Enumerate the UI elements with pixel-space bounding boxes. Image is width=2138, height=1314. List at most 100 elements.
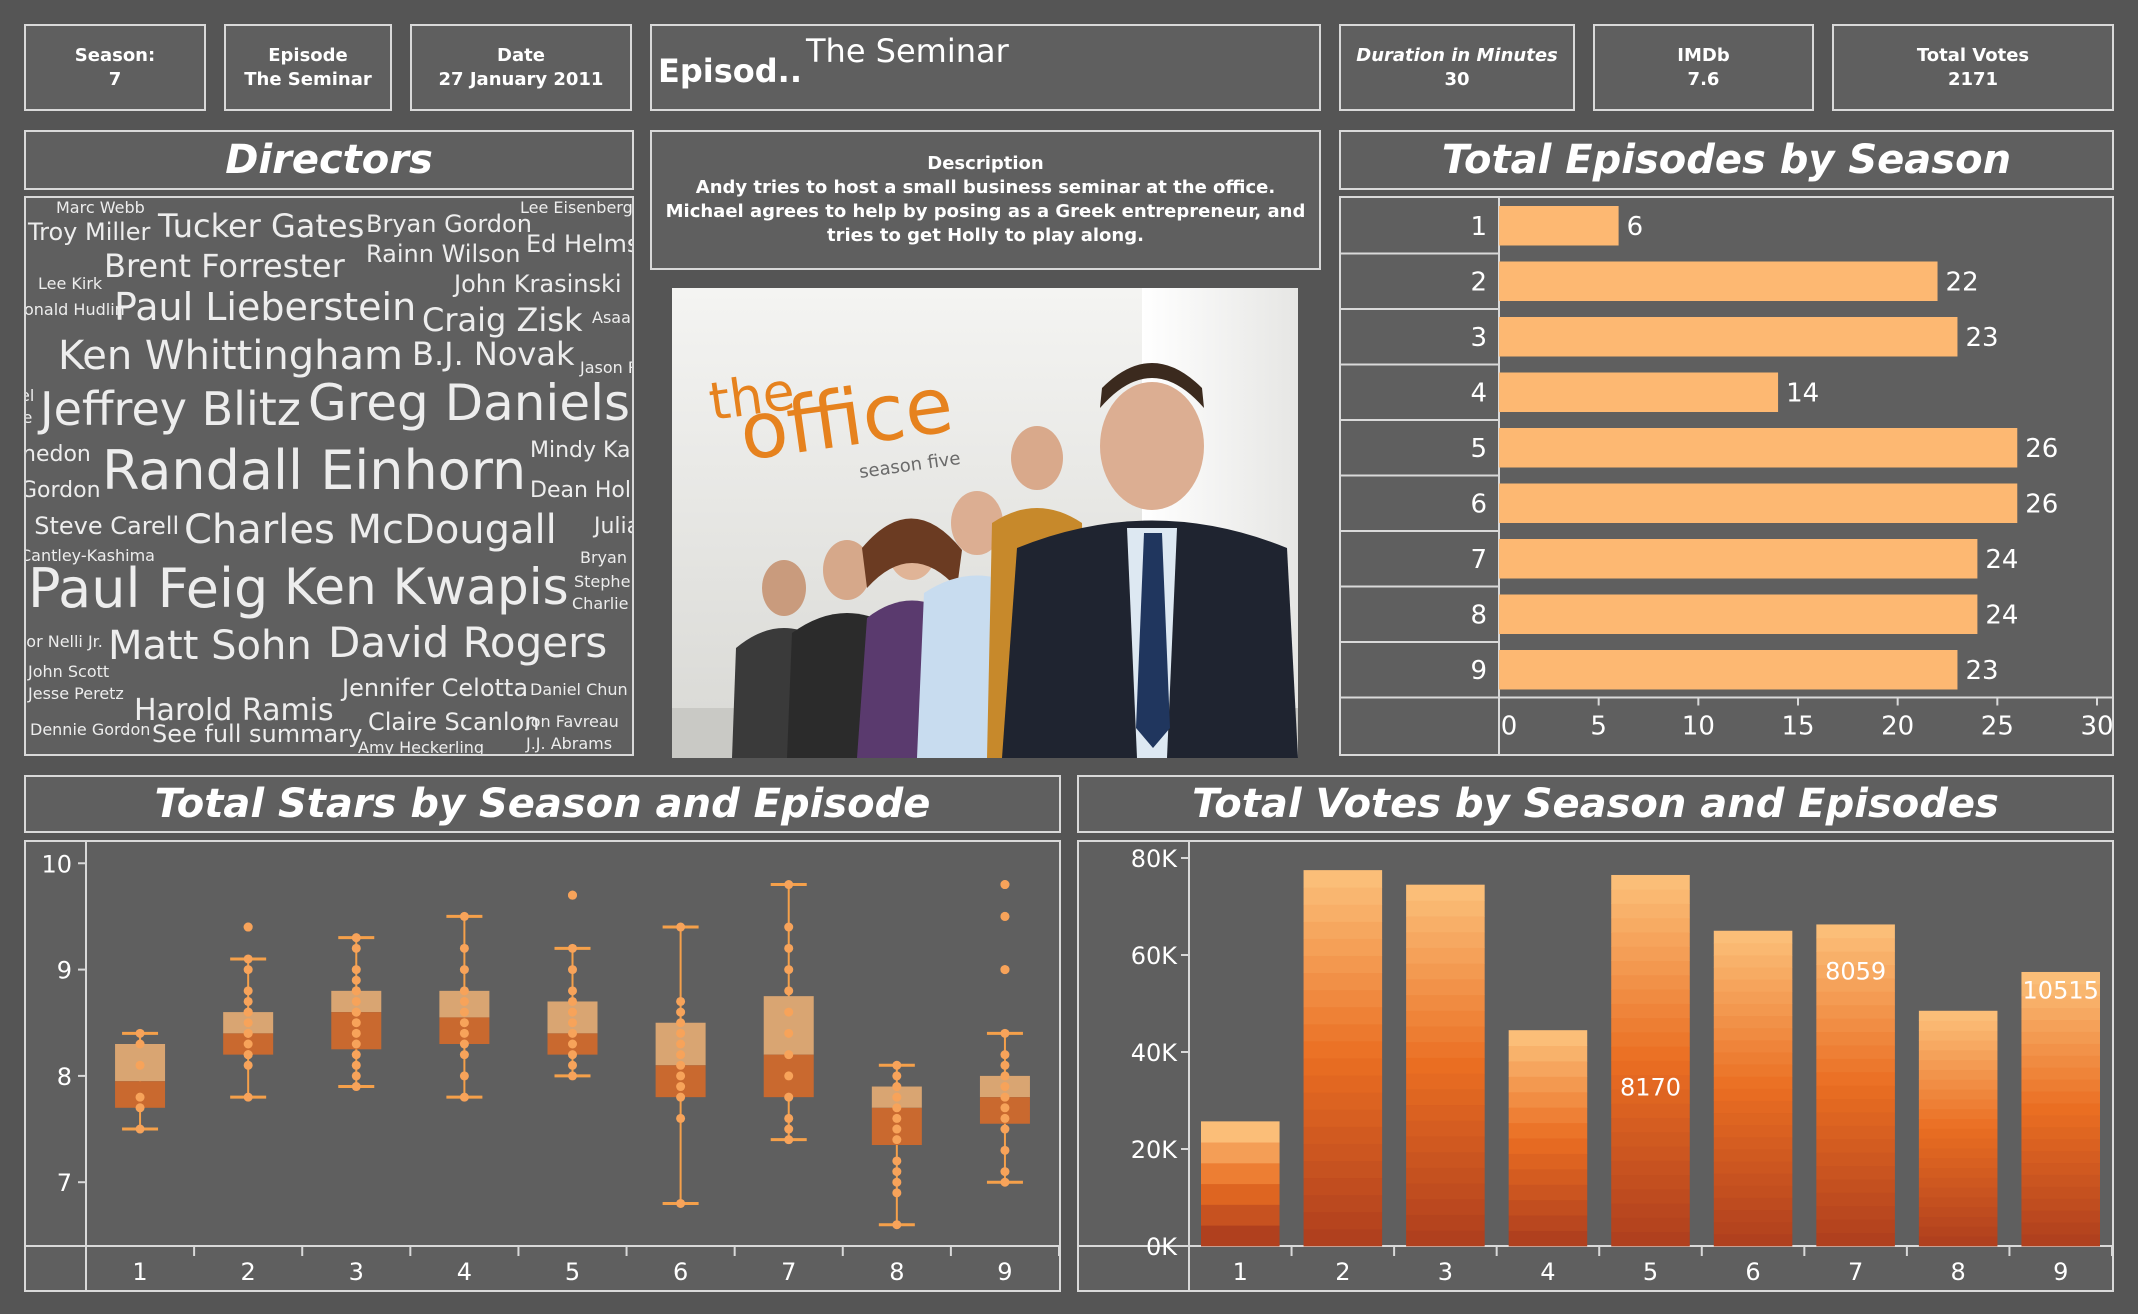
votes-episode-segment[interactable]: [1816, 1071, 1895, 1086]
stars-episode-point[interactable]: [676, 922, 686, 932]
votes-episode-segment[interactable]: [2021, 1067, 2100, 1080]
votes-episode-segment[interactable]: [1713, 1076, 1793, 1089]
votes-episode-segment[interactable]: [1303, 1058, 1383, 1076]
votes-episode-segment[interactable]: [1918, 1098, 1998, 1110]
votes-episode-segment[interactable]: [1918, 1108, 1998, 1119]
stars-episode-point[interactable]: [676, 1092, 686, 1102]
votes-episode-segment[interactable]: [1406, 1073, 1485, 1090]
votes-episode-segment[interactable]: [1406, 1026, 1485, 1043]
votes-episode-segment[interactable]: [1508, 1230, 1588, 1247]
episode-selector[interactable]: Episod.. The Seminar: [650, 24, 1321, 111]
votes-episode-segment[interactable]: [1816, 1085, 1895, 1100]
stars-episode-point[interactable]: [459, 943, 469, 953]
votes-episode-segment[interactable]: [1816, 1192, 1895, 1207]
stars-episode-point[interactable]: [135, 1124, 145, 1134]
votes-episode-segment[interactable]: [1303, 1143, 1383, 1161]
votes-episode-segment[interactable]: [1508, 1122, 1588, 1139]
stars-episode-point[interactable]: [568, 1007, 577, 1017]
votes-episode-segment[interactable]: [1918, 1177, 1998, 1188]
stars-episode-point[interactable]: [351, 996, 361, 1006]
stars-episode-point[interactable]: [243, 1007, 253, 1017]
votes-episode-segment[interactable]: [1918, 1089, 1998, 1100]
stars-episode-point[interactable]: [676, 1113, 686, 1123]
votes-episode-segment[interactable]: [1918, 1138, 1998, 1149]
votes-episode-segment[interactable]: [1508, 1091, 1588, 1108]
stars-episode-point[interactable]: [459, 1039, 469, 1049]
votes-episode-segment[interactable]: [1303, 955, 1383, 974]
votes-episode-segment[interactable]: [1406, 1214, 1485, 1231]
stars-episode-point[interactable]: [676, 1039, 686, 1049]
votes-episode-segment[interactable]: [1303, 1040, 1383, 1059]
votes-episode-segment[interactable]: [1816, 1058, 1895, 1073]
votes-episode-segment[interactable]: [1816, 991, 1895, 1006]
votes-episode-segment[interactable]: [2021, 1103, 2100, 1116]
stars-episode-point[interactable]: [784, 1092, 794, 1102]
votes-episode-segment[interactable]: [1611, 1174, 1690, 1190]
stars-episode-point[interactable]: [784, 1135, 794, 1145]
votes-episode-segment[interactable]: [1303, 1160, 1383, 1179]
votes-episode-segment[interactable]: [1918, 1167, 1998, 1178]
votes-episode-segment[interactable]: [1201, 1204, 1280, 1226]
votes-episode-segment[interactable]: [1713, 1209, 1793, 1223]
votes-episode-segment[interactable]: [1611, 1031, 1690, 1047]
votes-episode-segment[interactable]: [1816, 1165, 1895, 1180]
stars-episode-point[interactable]: [459, 1018, 469, 1028]
votes-episode-segment[interactable]: [1611, 960, 1690, 976]
votes-episode-segment[interactable]: [1611, 1103, 1690, 1118]
stars-episode-point[interactable]: [676, 1198, 686, 1208]
votes-episode-segment[interactable]: [1816, 1219, 1895, 1234]
votes-episode-segment[interactable]: [1713, 930, 1793, 944]
stars-episode-point[interactable]: [676, 1071, 686, 1081]
stars-episode-point[interactable]: [243, 954, 253, 964]
stars-episode-point[interactable]: [135, 1039, 145, 1049]
stars-episode-point[interactable]: [784, 965, 794, 975]
stars-episode-point[interactable]: [784, 1007, 794, 1017]
stars-episode-point[interactable]: [568, 965, 577, 975]
stars-episode-point[interactable]: [1000, 1092, 1010, 1102]
stars-episode-point[interactable]: [351, 933, 361, 943]
votes-episode-segment[interactable]: [1611, 1046, 1690, 1061]
votes-episode-segment[interactable]: [1201, 1142, 1280, 1164]
stars-episode-point[interactable]: [892, 1135, 902, 1145]
votes-episode-segment[interactable]: [2021, 1019, 2100, 1032]
votes-episode-segment[interactable]: [1406, 1057, 1485, 1074]
votes-episode-segment[interactable]: [1713, 1173, 1793, 1186]
stars-episode-point[interactable]: [243, 996, 253, 1006]
stars-episode-point[interactable]: [351, 1039, 361, 1049]
votes-episode-segment[interactable]: [1918, 1226, 1998, 1237]
stars-episode-point[interactable]: [892, 1188, 902, 1198]
stars-episode-point[interactable]: [459, 1071, 469, 1081]
votes-episode-segment[interactable]: [1303, 1126, 1383, 1144]
votes-episode-segment[interactable]: [1816, 1205, 1895, 1220]
stars-episode-point[interactable]: [892, 1167, 902, 1177]
votes-episode-segment[interactable]: [1816, 964, 1895, 979]
stars-episode-point[interactable]: [243, 986, 253, 996]
votes-episode-segment[interactable]: [1713, 1161, 1793, 1174]
votes-episode-segment[interactable]: [1611, 1074, 1690, 1090]
votes-episode-segment[interactable]: [1508, 1153, 1588, 1170]
votes-episode-segment[interactable]: [2021, 1162, 2100, 1175]
votes-episode-segment[interactable]: [1508, 1138, 1588, 1154]
stars-episode-point[interactable]: [568, 986, 577, 996]
stars-episode-point[interactable]: [459, 996, 469, 1006]
stars-episode-point[interactable]: [351, 1050, 361, 1060]
votes-episode-segment[interactable]: [1918, 1010, 1998, 1021]
votes-episode-segment[interactable]: [1713, 967, 1793, 980]
stars-episode-point[interactable]: [351, 965, 361, 975]
stars-episode-point[interactable]: [243, 1050, 253, 1060]
votes-episode-segment[interactable]: [1406, 1104, 1485, 1121]
votes-episode-segment[interactable]: [1508, 1030, 1588, 1046]
votes-episode-segment[interactable]: [1303, 938, 1383, 956]
votes-episode-segment[interactable]: [1918, 1216, 1998, 1227]
stars-episode-point[interactable]: [784, 1124, 794, 1134]
votes-episode-segment[interactable]: [1713, 1003, 1793, 1017]
votes-episode-segment[interactable]: [1611, 1060, 1690, 1076]
votes-episode-segment[interactable]: [1611, 974, 1690, 990]
votes-episode-segment[interactable]: [1816, 1138, 1895, 1153]
stars-episode-point[interactable]: [459, 1028, 469, 1038]
stars-episode-point[interactable]: [1000, 1113, 1010, 1123]
votes-episode-segment[interactable]: [1406, 1120, 1485, 1137]
stars-episode-point[interactable]: [1000, 1050, 1010, 1060]
stars-episode-point[interactable]: [243, 1018, 253, 1028]
votes-episode-segment[interactable]: [1303, 870, 1383, 888]
